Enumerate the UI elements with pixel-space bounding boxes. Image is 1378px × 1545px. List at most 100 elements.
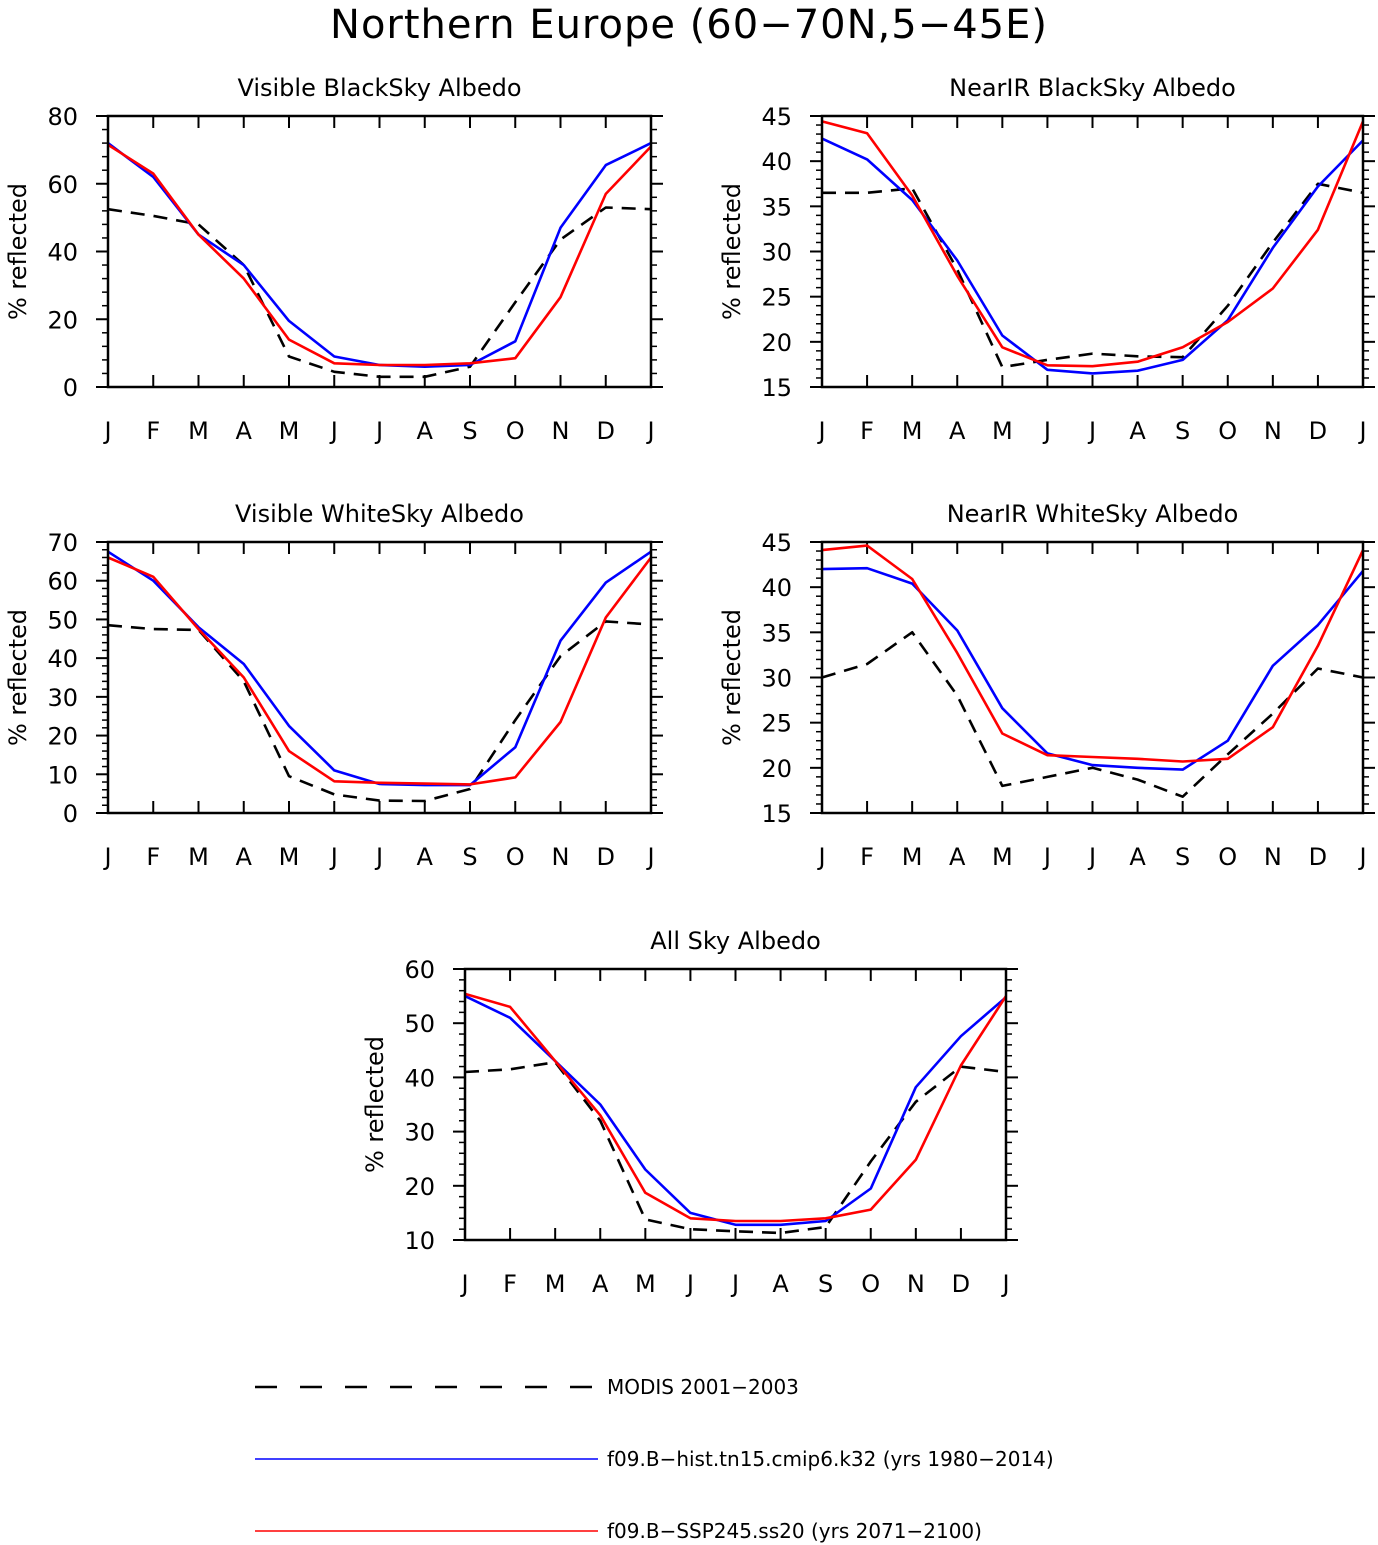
y-tick-label: 20	[761, 329, 792, 357]
plot-frame	[463, 967, 1008, 1242]
series-line-1	[464, 994, 1007, 1227]
y-axis-label: % reflected	[718, 183, 746, 320]
x-tick-label: A	[417, 843, 434, 871]
x-tick-label: J	[1042, 843, 1051, 871]
plot-frame	[820, 114, 1365, 389]
x-tick-label: J	[329, 417, 338, 445]
y-tick-label: 35	[761, 619, 792, 647]
x-tick-label: D	[952, 1270, 970, 1298]
series-line-1	[821, 137, 1364, 375]
y-tick-label: 70	[47, 529, 78, 557]
x-tick-label: M	[902, 417, 923, 445]
y-tick-label: 30	[404, 1119, 435, 1147]
legend-label: f09.B−SSP245.ss20 (yrs 2071−2100)	[607, 1519, 982, 1543]
y-tick-label: 10	[404, 1227, 435, 1255]
y-tick-label: 40	[761, 574, 792, 602]
y-tick-label: 45	[761, 103, 792, 131]
series-line-2	[821, 120, 1365, 368]
x-tick-label: A	[417, 417, 434, 445]
y-axis-label: % reflected	[718, 609, 746, 746]
x-tick-label: M	[545, 1270, 566, 1298]
y-tick-label: 20	[404, 1173, 435, 1201]
y-tick-label: 40	[404, 1064, 435, 1092]
y-tick-label: 0	[63, 800, 78, 828]
series-line-1	[821, 566, 1364, 771]
x-tick-label: N	[552, 843, 570, 871]
plot-frame	[106, 114, 653, 389]
x-tick-label: A	[236, 417, 253, 445]
series-line-0	[107, 620, 652, 803]
x-tick-label: M	[279, 417, 300, 445]
x-tick-label: J	[102, 843, 111, 871]
plot-frame	[820, 540, 1365, 815]
x-tick-label: J	[816, 843, 825, 871]
x-tick-label: J	[459, 1270, 468, 1298]
x-tick-label: D	[1309, 843, 1327, 871]
x-tick-label: S	[1175, 417, 1190, 445]
y-tick-label: 50	[47, 606, 78, 634]
series-line-1	[107, 550, 652, 787]
y-tick-label: 60	[47, 568, 78, 596]
x-tick-label: O	[1218, 417, 1237, 445]
x-tick-label: A	[592, 1270, 609, 1298]
series-line-2	[821, 544, 1365, 763]
x-tick-label: J	[1000, 1270, 1009, 1298]
y-tick-label: 30	[761, 665, 792, 693]
y-tick-label: 20	[47, 306, 78, 334]
y-tick-label: 40	[47, 239, 78, 267]
series-line-0	[107, 206, 652, 379]
y-tick-label: 45	[761, 529, 792, 557]
x-tick-label: O	[506, 417, 525, 445]
x-tick-label: S	[1175, 843, 1190, 871]
x-tick-label: A	[236, 843, 253, 871]
x-tick-label: J	[1042, 417, 1051, 445]
x-tick-label: J	[374, 417, 383, 445]
series-line-2	[107, 143, 652, 367]
y-tick-label: 15	[761, 800, 792, 828]
x-tick-label: M	[992, 417, 1013, 445]
y-tick-label: 20	[761, 755, 792, 783]
panel-title: All Sky Albedo	[650, 927, 821, 955]
x-tick-label: M	[188, 843, 209, 871]
series-line-0	[821, 630, 1364, 799]
x-tick-label: F	[503, 1270, 517, 1298]
x-tick-label: D	[597, 843, 615, 871]
panel-title: NearIR WhiteSky Albedo	[947, 500, 1239, 528]
y-tick-label: 40	[761, 148, 792, 176]
x-tick-label: J	[816, 417, 825, 445]
x-tick-label: J	[645, 843, 654, 871]
x-tick-label: J	[685, 1270, 694, 1298]
x-tick-label: N	[1264, 417, 1282, 445]
x-tick-label: N	[1264, 843, 1282, 871]
x-tick-label: O	[861, 1270, 880, 1298]
series-line-2	[107, 556, 653, 786]
panel-title: Visible WhiteSky Albedo	[235, 500, 524, 528]
x-tick-label: M	[902, 843, 923, 871]
x-tick-label: A	[772, 1270, 789, 1298]
x-tick-label: J	[102, 417, 111, 445]
y-tick-label: 30	[47, 684, 78, 712]
x-tick-label: J	[730, 1270, 739, 1298]
plot-frame	[106, 540, 653, 815]
y-tick-label: 10	[47, 761, 78, 789]
x-tick-label: M	[279, 843, 300, 871]
x-tick-label: A	[1129, 843, 1146, 871]
x-tick-label: D	[597, 417, 615, 445]
series-line-0	[464, 1060, 1007, 1235]
x-tick-label: N	[907, 1270, 925, 1298]
x-tick-label: J	[1357, 417, 1366, 445]
y-tick-label: 80	[47, 103, 78, 131]
y-tick-label: 30	[761, 239, 792, 267]
y-tick-label: 0	[63, 374, 78, 402]
panel-title: NearIR BlackSky Albedo	[949, 74, 1236, 102]
x-tick-label: M	[635, 1270, 656, 1298]
y-axis-label: % reflected	[361, 1036, 389, 1173]
x-tick-label: F	[146, 843, 160, 871]
legend-label: MODIS 2001−2003	[607, 1375, 799, 1399]
y-tick-label: 25	[761, 284, 792, 312]
x-tick-label: D	[1309, 417, 1327, 445]
